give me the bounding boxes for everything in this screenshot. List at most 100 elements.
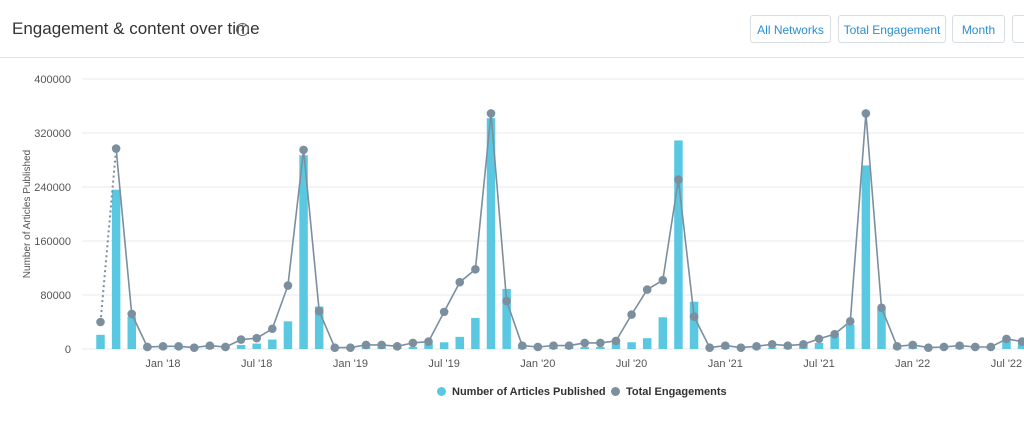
line-point	[455, 277, 465, 287]
y-tick-label: 160000	[34, 236, 71, 248]
bar	[299, 155, 308, 349]
line-point	[549, 341, 558, 350]
y-tick-label: 0	[65, 344, 71, 356]
engagement-chart: 400000 320000 240000 160000 80000 0 Number of…	[22, 74, 1024, 370]
bar	[314, 306, 324, 349]
line-point	[236, 335, 246, 344]
line-point	[127, 309, 137, 319]
x-tick-label: Jan '20	[520, 358, 555, 370]
bar	[127, 316, 136, 349]
legend-item-articles[interactable]: Number of Articles Published	[437, 386, 606, 398]
x-tick-label: Jan '19	[333, 358, 368, 370]
line-point	[658, 275, 668, 285]
y-axis-ticks: 400000 320000 240000 160000 80000 0	[34, 74, 71, 356]
legend-label-articles: Number of Articles Published	[452, 386, 606, 398]
legend-swatch-engagements	[611, 387, 620, 396]
x-axis-ticks: Jan '18 Jul '18 Jan '19 Jul '19 Jan '20 Jul '…	[145, 358, 1022, 370]
line-point	[408, 338, 418, 348]
bar	[236, 344, 246, 349]
bar	[674, 140, 683, 349]
line-point	[564, 341, 574, 350]
line-point	[939, 342, 949, 352]
bar	[439, 342, 449, 349]
line-point	[158, 342, 168, 351]
line-point	[767, 339, 777, 349]
line-point	[471, 265, 480, 274]
line-point	[189, 343, 199, 352]
bar	[814, 342, 824, 349]
bar	[861, 165, 871, 349]
line-point	[330, 343, 340, 352]
line-point	[674, 175, 683, 184]
line-point	[986, 342, 996, 352]
metric-filter-button[interactable]: Total Engagement	[838, 15, 946, 43]
x-tick-label: Jan '21	[708, 358, 743, 370]
bar	[642, 338, 652, 349]
x-tick-label: Jul '19	[428, 358, 459, 370]
legend-item-engagements[interactable]: Total Engagements	[611, 386, 727, 398]
line-point	[314, 306, 324, 316]
line-point	[642, 285, 652, 294]
bar	[96, 334, 105, 349]
line-point	[845, 317, 855, 326]
line-point	[439, 307, 449, 317]
line-point	[268, 324, 277, 334]
chart-header: Engagement & content over time i All Net…	[0, 0, 1024, 58]
line-point	[611, 336, 621, 346]
bar	[689, 301, 699, 349]
bar	[1002, 339, 1011, 349]
line-point	[252, 333, 261, 343]
line-point	[783, 341, 793, 350]
line-point	[892, 342, 902, 351]
x-tick-label: Jan '18	[145, 358, 180, 370]
line-point	[970, 342, 980, 352]
bar	[268, 339, 277, 349]
bar	[252, 343, 261, 349]
line-point	[830, 329, 839, 339]
line-point	[361, 340, 371, 350]
line-point	[596, 338, 605, 348]
line-point	[221, 342, 230, 352]
line-point	[424, 337, 433, 346]
line-point	[283, 281, 293, 290]
line-point	[580, 338, 590, 348]
line-point	[814, 334, 824, 344]
line-point	[205, 341, 215, 350]
bar	[408, 346, 418, 349]
line-point	[799, 339, 808, 349]
line-point	[877, 303, 886, 313]
line-point	[861, 109, 871, 118]
bar	[830, 335, 839, 349]
legend-label-engagements: Total Engagements	[626, 386, 727, 398]
y-axis-label: Number of Articles Published	[22, 150, 33, 278]
chart-title: Engagement & content over time	[12, 19, 260, 38]
line-point	[908, 340, 918, 350]
bar	[1017, 343, 1024, 349]
bar	[502, 288, 511, 349]
line-point	[346, 343, 355, 352]
line-point	[392, 342, 402, 351]
line-point	[705, 343, 714, 352]
y-tick-label: 80000	[40, 290, 71, 302]
extra-filter-button[interactable]	[1012, 15, 1024, 43]
networks-filter-button[interactable]: All Networks	[750, 15, 831, 43]
x-tick-label: Jul '18	[241, 358, 272, 370]
line-segment-dotted	[99, 148, 118, 323]
line-point	[533, 342, 543, 352]
info-icon[interactable]: i	[236, 23, 249, 36]
y-tick-label: 320000	[34, 128, 71, 140]
line-path	[115, 113, 1023, 349]
bar	[283, 321, 293, 349]
line-point	[689, 312, 699, 321]
bar	[486, 118, 496, 350]
period-filter-button[interactable]: Month	[952, 15, 1005, 43]
bar	[877, 309, 886, 349]
bar	[658, 317, 668, 349]
x-tick-label: Jul '21	[803, 358, 834, 370]
line-point	[143, 342, 152, 352]
line-point	[377, 340, 386, 350]
x-tick-label: Jul '22	[991, 358, 1022, 370]
bar	[424, 343, 433, 349]
line-point	[736, 343, 746, 352]
bar	[846, 324, 855, 349]
